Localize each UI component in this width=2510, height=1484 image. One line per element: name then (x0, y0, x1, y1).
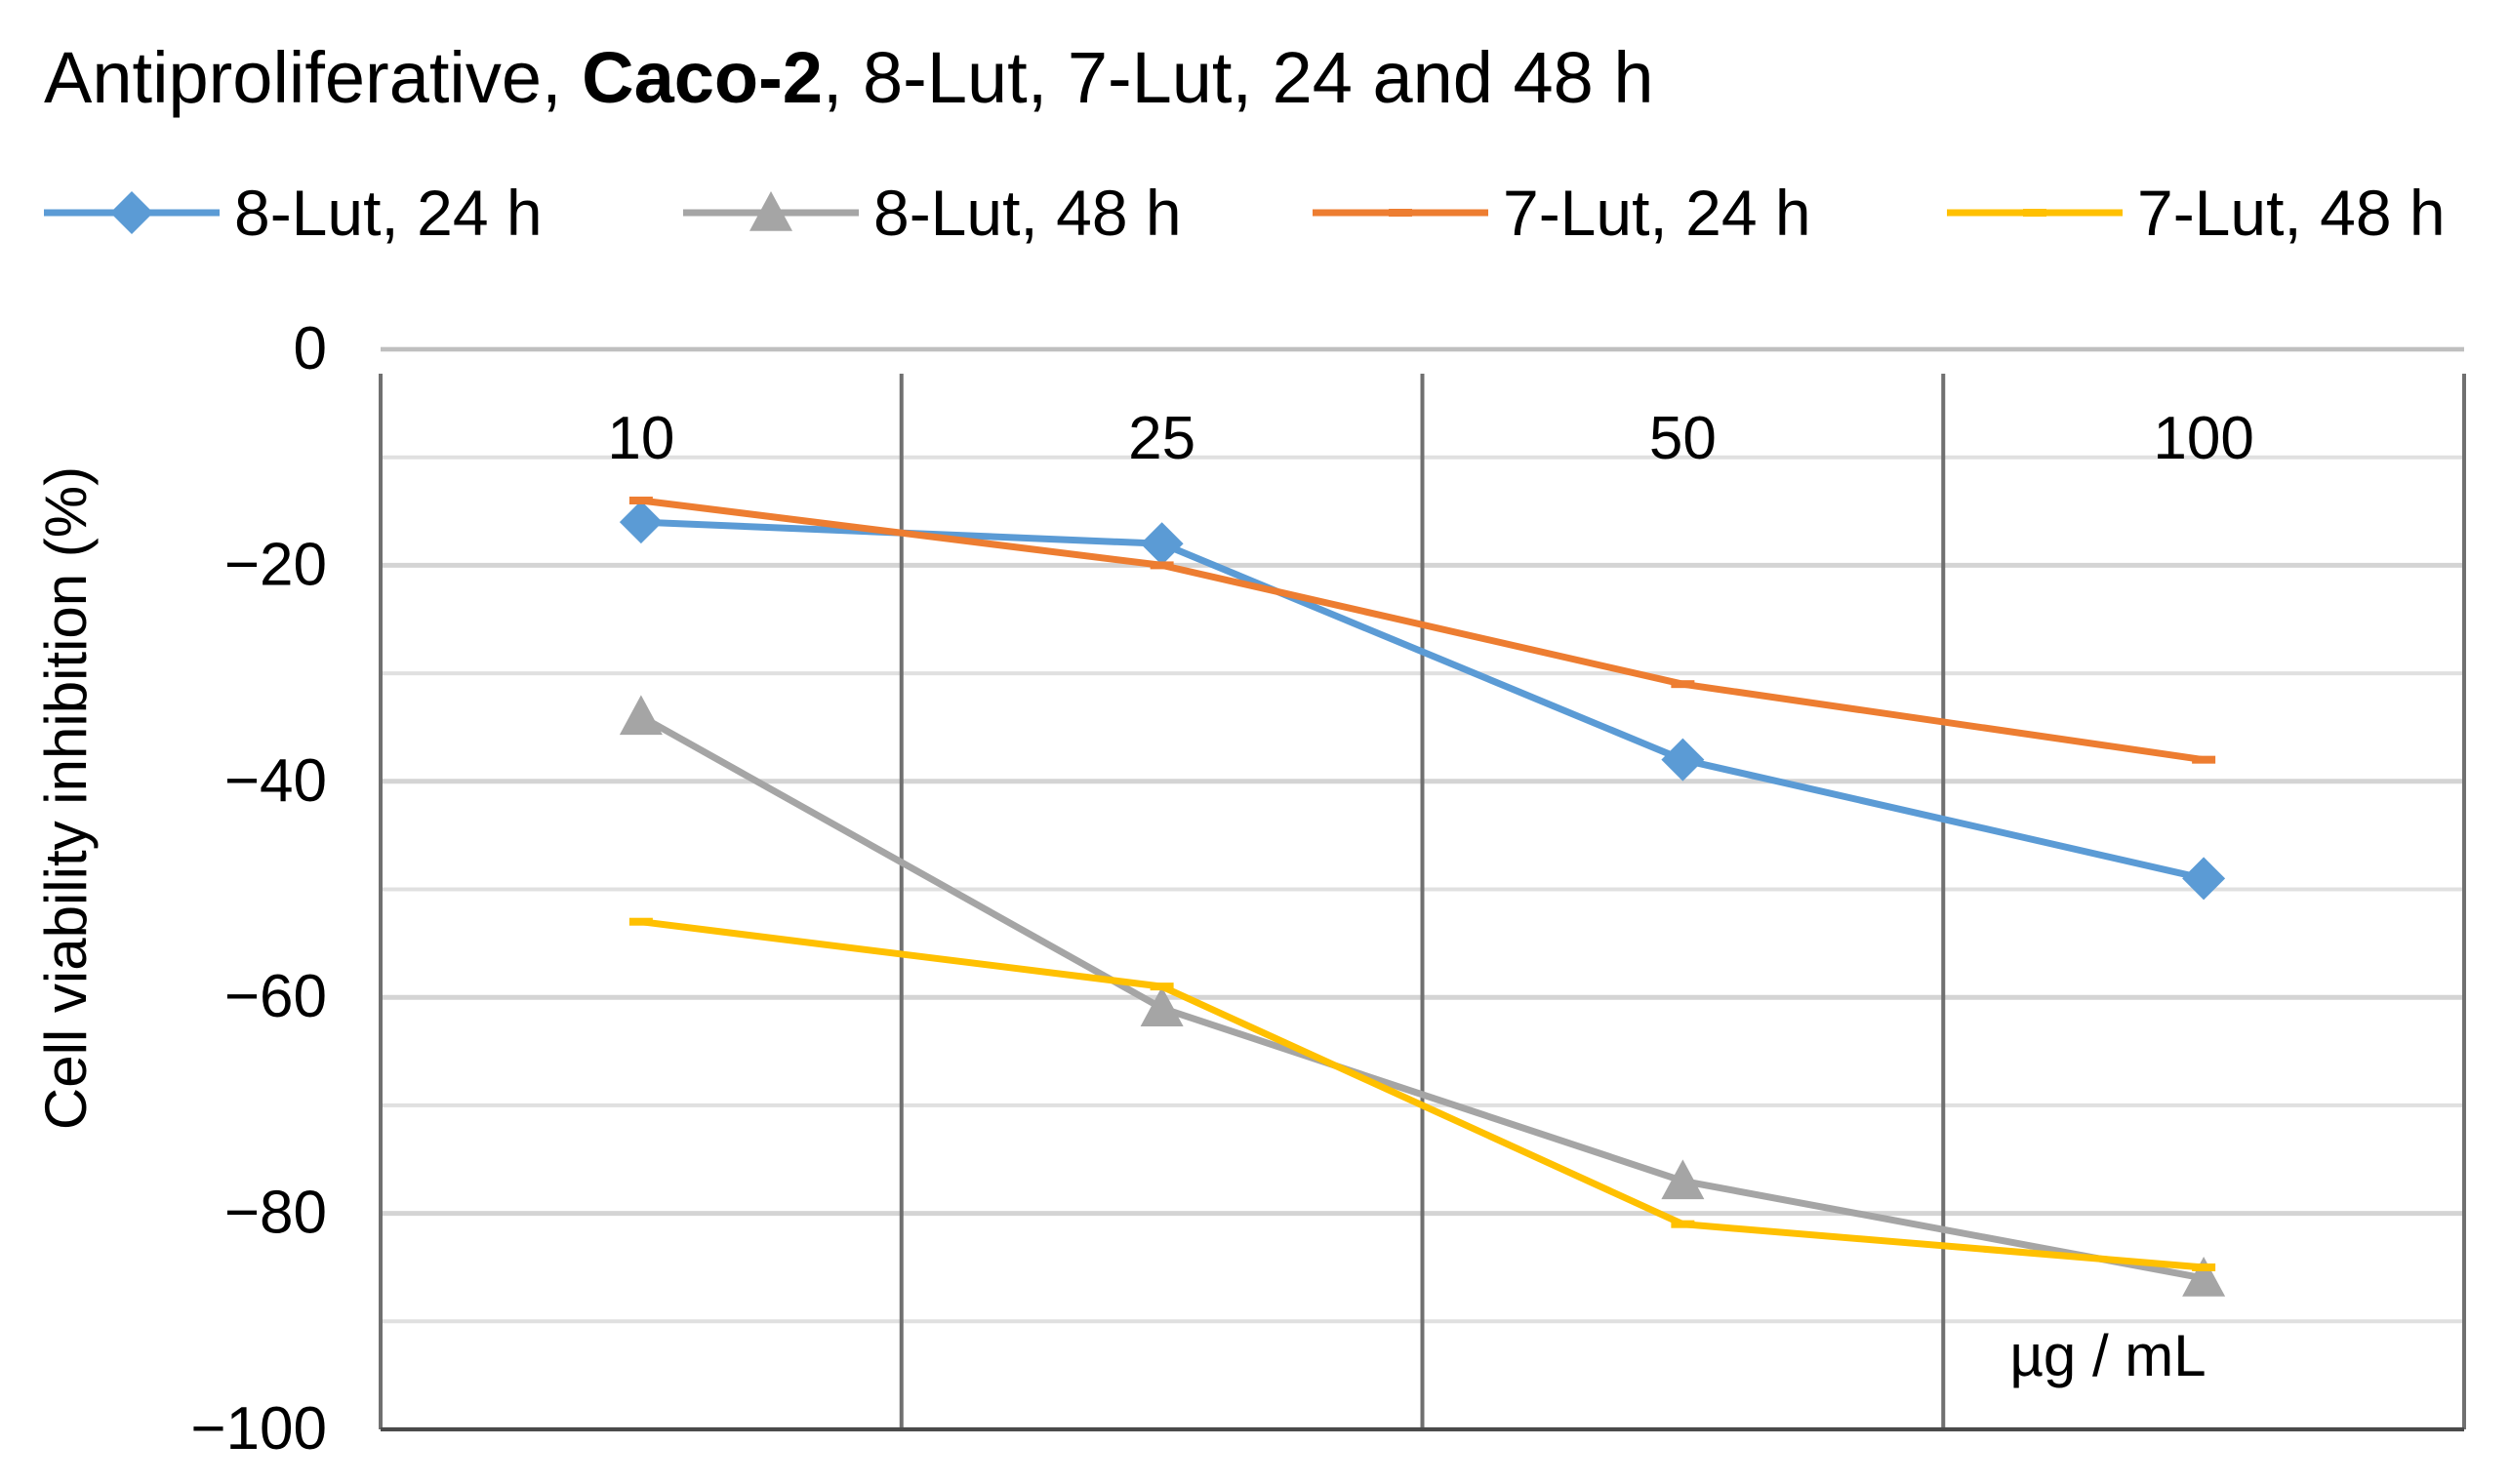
data-point-dash (628, 917, 653, 926)
data-point-diamond (1140, 522, 1184, 566)
data-point-dash (1671, 1220, 1695, 1228)
y-tick-label: 0 (294, 315, 327, 382)
legend-label: 8-Lut, 24 h (234, 177, 543, 249)
data-point-dash (2192, 1263, 2216, 1271)
data-point-triangle (2182, 1257, 2226, 1297)
legend-item: 8-Lut, 48 h (683, 177, 1182, 249)
axes: 0 −20 −40 −60 −80 −100 10 25 50 100 (190, 315, 2466, 1463)
legend-item: 8-Lut, 24 h (44, 177, 543, 249)
x-unit-label: µg / mL (2009, 1323, 2206, 1388)
series-line (637, 497, 2207, 764)
series-8-lut-48-h (619, 695, 2226, 1297)
x-category-label: 50 (1649, 405, 1717, 472)
legend-label: 8-Lut, 48 h (873, 177, 1182, 249)
data-point-dash (1389, 209, 1412, 217)
series-7-lut-24-h (628, 496, 2216, 764)
data-point-diamond (1661, 738, 1705, 782)
y-tick-label: −60 (224, 963, 327, 1030)
chart-title: Antiproliferative, Caco-2, 8-Lut, 7-Lut,… (44, 37, 1654, 118)
chart-title-bold: Caco-2 (582, 37, 823, 118)
y-tick-label: −40 (224, 747, 327, 815)
series-7-lut-48-h (628, 917, 2216, 1271)
series-line (637, 918, 2207, 1271)
x-category-label: 100 (2153, 405, 2253, 472)
series-line (637, 712, 2207, 1282)
chart-title-suffix: , 8-Lut, 7-Lut, 24 and 48 h (823, 37, 1654, 118)
data-point-dash (628, 496, 653, 504)
data-point-triangle (1661, 1159, 1705, 1200)
legend-label: 7-Lut, 48 h (2137, 177, 2446, 249)
data-point-triangle (1140, 986, 1184, 1026)
data-point-dash (1671, 680, 1695, 689)
data-point-dash (1150, 561, 1174, 570)
legend: 8-Lut, 24 h 8-Lut, 48 h 7-Lut, 24 h 7-Lut, … (44, 177, 2446, 249)
y-tick-label: −20 (224, 531, 327, 598)
data-point-dash (2023, 209, 2046, 217)
legend-item: 7-Lut, 24 h (1313, 177, 1811, 249)
y-tick-label: −100 (190, 1395, 327, 1463)
x-category-label: 25 (1128, 405, 1195, 472)
data-point-dash (1150, 983, 1174, 991)
legend-item: 7-Lut, 48 h (1947, 177, 2446, 249)
data-point-triangle (619, 695, 663, 736)
data-point-diamond (110, 191, 153, 234)
series-layer (619, 496, 2226, 1297)
data-point-diamond (619, 501, 663, 544)
legend-label: 7-Lut, 24 h (1503, 177, 1811, 249)
chart-title-prefix: Antiproliferative, (44, 37, 582, 118)
y-tick-label: −80 (224, 1180, 327, 1247)
data-point-triangle (749, 191, 792, 231)
y-axis-title: Cell viability inhibition (%) (33, 466, 99, 1130)
x-category-label: 10 (607, 405, 674, 472)
data-point-diamond (2182, 857, 2226, 901)
data-point-dash (2192, 755, 2216, 764)
